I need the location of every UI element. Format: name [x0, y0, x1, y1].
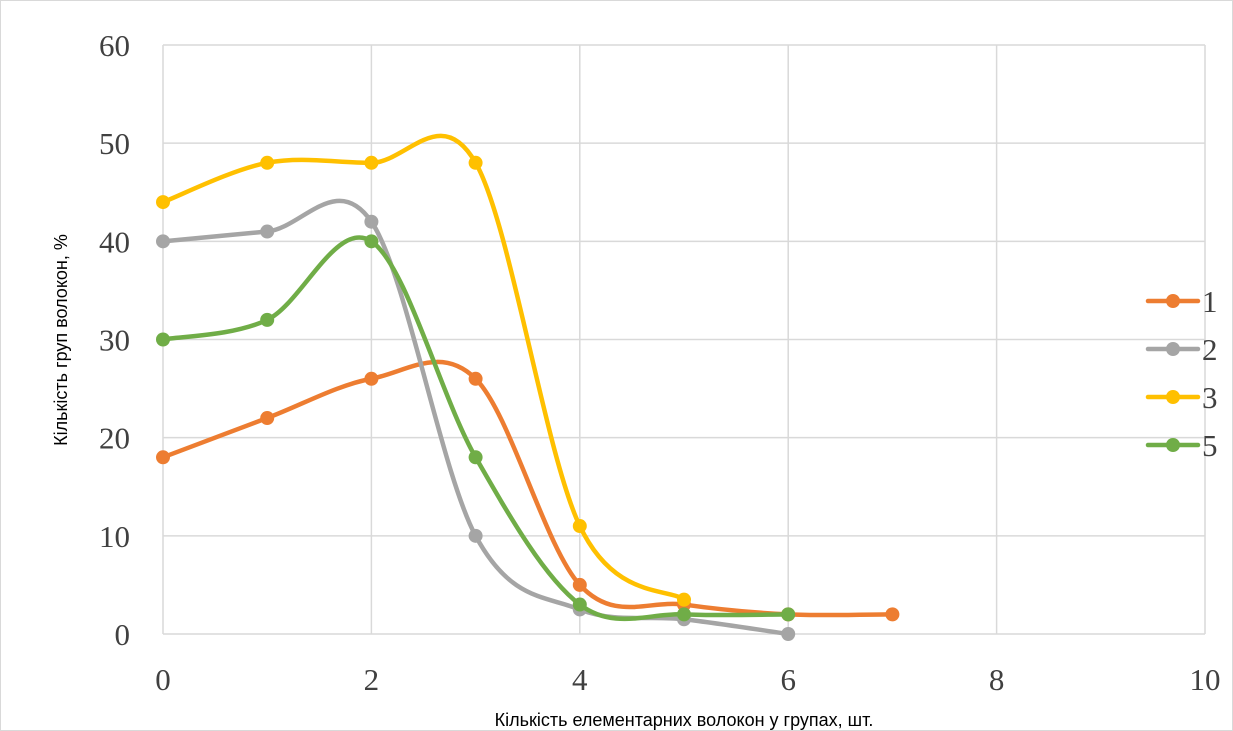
- series-5: [156, 234, 796, 622]
- data-point: [364, 234, 379, 249]
- y-axis-label: Кількість груп волокон, %: [51, 234, 71, 446]
- data-point: [572, 577, 587, 592]
- x-tick-label: 2: [364, 662, 380, 697]
- x-tick-label: 6: [780, 662, 796, 697]
- grid-lines: [162, 44, 1206, 635]
- series-line: [160, 235, 791, 622]
- x-tick-label: 4: [572, 662, 588, 697]
- legend-marker: [1166, 342, 1180, 356]
- y-tick-label: 20: [99, 421, 130, 456]
- data-point: [572, 519, 587, 534]
- legend-item-5: 5: [1145, 428, 1218, 463]
- legend-label: 1: [1202, 284, 1218, 319]
- data-point: [468, 450, 483, 465]
- data-point: [468, 528, 483, 543]
- data-point: [156, 234, 170, 249]
- tick-labels: 0 10 20 30 40 50 60 0 2 4 6 8 10: [99, 28, 1221, 697]
- data-point: [468, 155, 483, 170]
- data-point: [468, 371, 483, 386]
- legend-item-1: 1: [1145, 284, 1218, 319]
- data-point: [156, 195, 170, 210]
- legend: 1 2 3 5: [1145, 284, 1218, 463]
- legend-marker: [1166, 438, 1180, 452]
- legend-marker: [1166, 390, 1180, 404]
- data-point: [156, 332, 170, 347]
- series-lines: [156, 133, 900, 641]
- data-point: [677, 592, 691, 607]
- data-point: [156, 450, 170, 465]
- y-tick-label: 0: [115, 617, 131, 652]
- data-point: [260, 155, 275, 170]
- x-axis-label: Кількість елементарних волокон у групах,…: [495, 710, 874, 730]
- legend-item-2: 2: [1145, 332, 1218, 367]
- y-tick-label: 30: [99, 323, 130, 358]
- data-point: [885, 607, 900, 622]
- series-2: [156, 198, 796, 641]
- data-point: [781, 607, 796, 622]
- data-point: [364, 155, 379, 170]
- data-point: [260, 224, 275, 239]
- legend-label: 2: [1202, 332, 1218, 367]
- y-tick-label: 10: [99, 519, 130, 554]
- data-point: [364, 371, 379, 386]
- data-point: [781, 627, 796, 641]
- x-tick-label: 10: [1190, 662, 1221, 697]
- data-point: [572, 597, 587, 612]
- series-3: [156, 133, 691, 607]
- legend-marker: [1166, 294, 1180, 308]
- legend-label: 5: [1202, 428, 1218, 463]
- data-point: [260, 411, 275, 426]
- series-line: [160, 198, 791, 637]
- y-tick-label: 50: [99, 126, 130, 161]
- x-tick-label: 8: [989, 662, 1005, 697]
- legend-item-3: 3: [1145, 380, 1218, 415]
- y-tick-label: 40: [99, 224, 130, 259]
- y-tick-label: 60: [99, 28, 130, 63]
- data-point: [677, 607, 691, 622]
- series-line: [160, 359, 895, 618]
- data-point: [260, 312, 275, 327]
- data-point: [364, 214, 379, 229]
- legend-label: 3: [1202, 380, 1218, 415]
- x-tick-label: 0: [155, 662, 171, 697]
